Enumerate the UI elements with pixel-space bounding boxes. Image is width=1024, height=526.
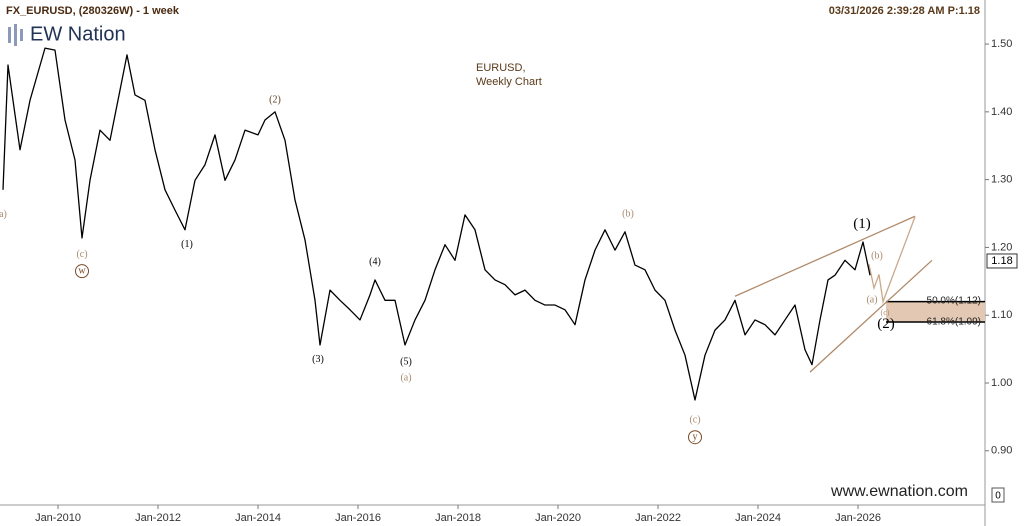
x-tick-label: Jan-2018: [435, 512, 481, 524]
wave-circle: [688, 430, 702, 445]
x-tick-label: Jan-2022: [635, 512, 681, 524]
wave-circle: [75, 264, 89, 279]
wave-label: (2): [269, 95, 281, 106]
y-tick-label: 0.90: [991, 445, 1012, 457]
wave-label: (1): [853, 216, 871, 232]
timestamp: 03/31/2026 2:39:28 AM P:1.18: [829, 5, 980, 17]
price-tag: [986, 253, 1018, 269]
wave-label: (4): [369, 257, 381, 268]
x-tick-label: Jan-2026: [835, 512, 881, 524]
y-tick-label: 1.30: [991, 174, 1012, 186]
x-tick-label: Jan-2016: [335, 512, 381, 524]
footer-url: www.ewnation.com: [830, 483, 968, 500]
symbol: FX_EURUSD, (280326W) - 1 week: [6, 5, 180, 17]
wave-label: a): [0, 209, 7, 220]
x-tick-label: Jan-2010: [35, 512, 81, 524]
fib-label: 50.0%(1.12): [927, 295, 981, 306]
chart-subtitle: Weekly Chart: [476, 76, 542, 88]
wave-label: (c): [689, 415, 700, 426]
corner-box: [991, 487, 1005, 503]
y-tick-label: 1.40: [991, 106, 1012, 118]
fib-band: [886, 301, 985, 322]
y-tick-label: 1.00: [991, 377, 1012, 389]
y-tick-label: 1.50: [991, 38, 1012, 50]
trend-line: [868, 216, 916, 305]
price-line: [2, 47, 871, 401]
y-tick-label: 1.10: [991, 309, 1012, 321]
trend-line: [809, 259, 933, 373]
wave-label: (5): [400, 356, 412, 367]
logo-icon: [8, 24, 23, 46]
wave-label: (c): [881, 308, 890, 317]
wave-label: (3): [312, 354, 324, 365]
wave-label: (2): [877, 316, 895, 332]
x-tick-label: Jan-2012: [135, 512, 181, 524]
chart-title: EURUSD,: [476, 62, 526, 74]
x-tick-label: Jan-2020: [535, 512, 581, 524]
wave-label: (b): [622, 208, 634, 219]
wave-label: y: [693, 432, 698, 443]
corner-label: 0: [995, 491, 1001, 502]
logo: EW Nation: [30, 23, 126, 45]
trend-line: [734, 215, 916, 297]
wave-label: w: [78, 265, 86, 276]
wave-label: (a): [866, 295, 877, 306]
wave-label: (1): [181, 239, 193, 250]
y-tick-label: 1.20: [991, 241, 1012, 253]
x-tick-label: Jan-2024: [735, 512, 781, 524]
wave-label: (a): [400, 373, 411, 384]
wave-label: (b): [871, 251, 883, 262]
wave-label: (c): [76, 249, 87, 260]
price-tag-label: 1.18: [991, 255, 1012, 267]
x-tick-label: Jan-2014: [235, 512, 281, 524]
fib-label: 61.8%(1.09): [927, 317, 981, 328]
